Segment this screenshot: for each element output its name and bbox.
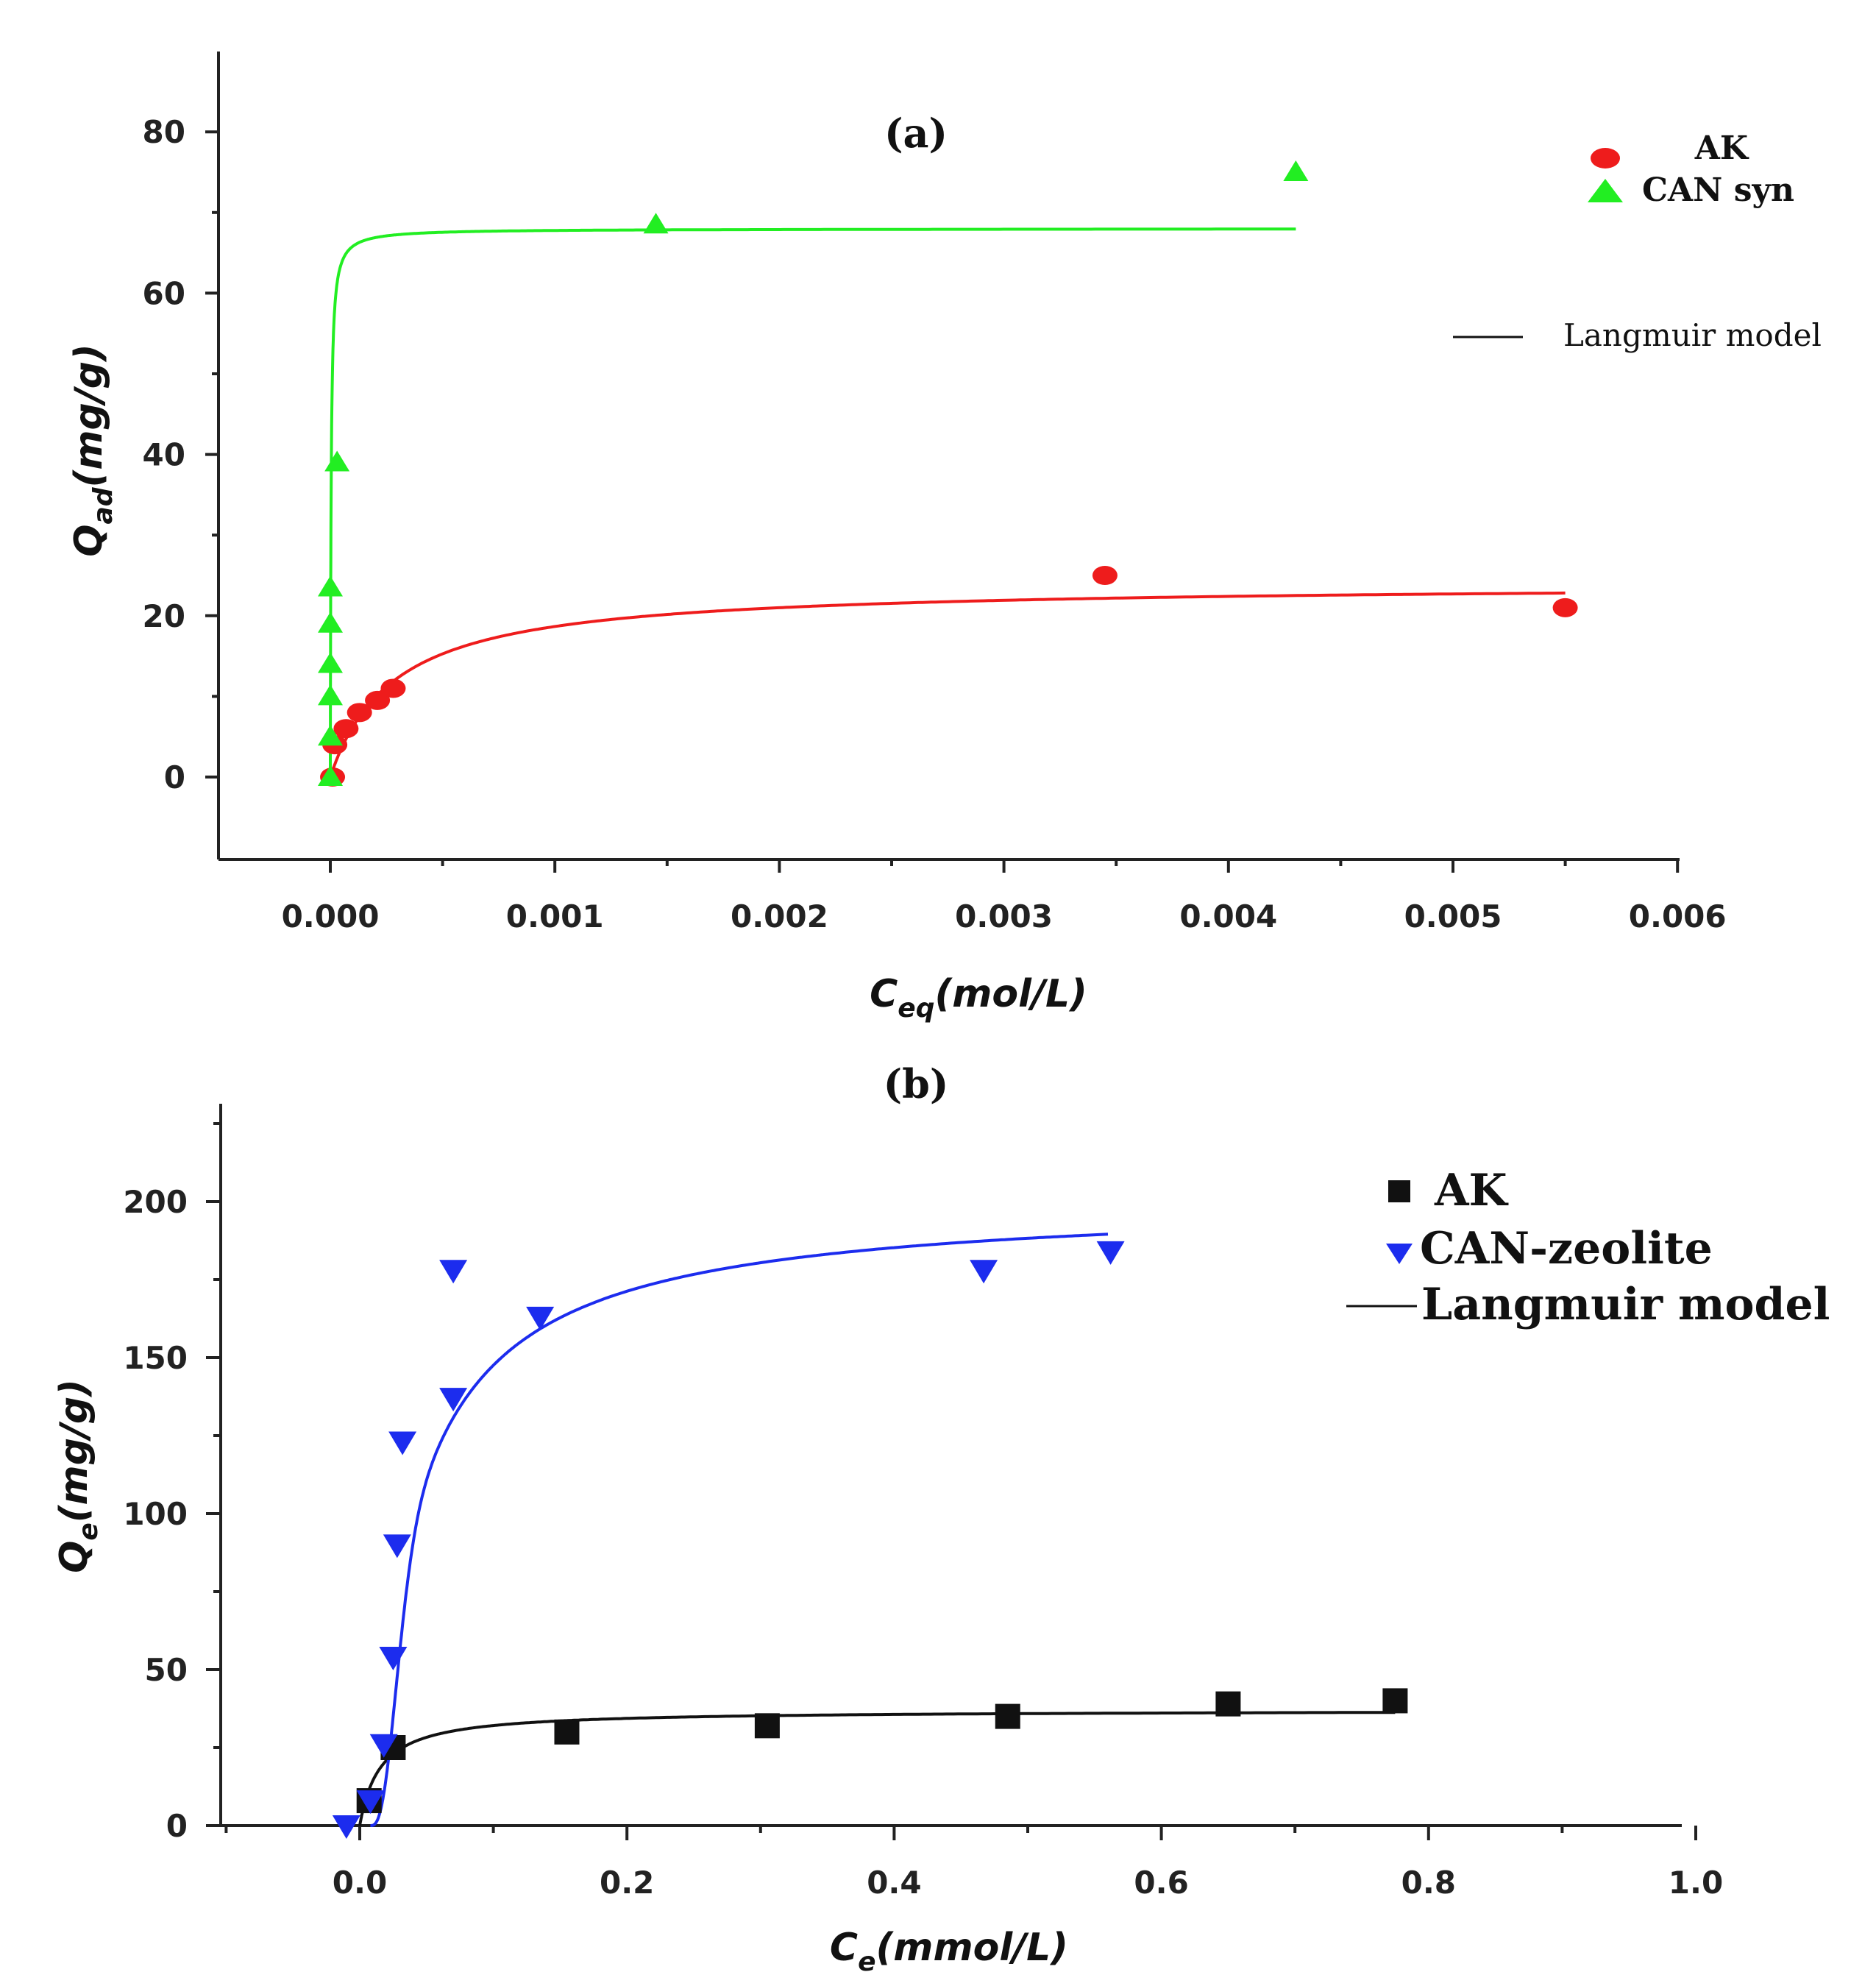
- chart-b-points: [332, 1241, 1408, 1839]
- chart-b-x-ticks: 0.0 0.2 0.4 0.6 0.8 1.0: [224, 1826, 1723, 1901]
- data-point-can-syn: [318, 652, 343, 673]
- y-tick-label: 40: [143, 437, 185, 473]
- x-tick-label: 0.004: [1179, 898, 1277, 935]
- y-tick-label: 50: [145, 1652, 188, 1688]
- chart-b-legend-can-marker: [1386, 1244, 1413, 1264]
- chart-b-y-axis-title: Qe(mg/g): [52, 1379, 104, 1573]
- data-point-can-syn: [324, 450, 350, 472]
- y-tick-label: 150: [123, 1340, 188, 1376]
- chart-a-legend-can-marker: [1588, 179, 1623, 202]
- y-tick-label: 0: [164, 759, 185, 795]
- data-point-can-syn: [318, 765, 343, 786]
- chart-a-legend: AK CAN syn Langmuir model: [1453, 130, 1822, 353]
- data-point-ak: [347, 703, 372, 723]
- data-point-ak: [554, 1719, 580, 1745]
- y-tick-label: 20: [143, 598, 185, 634]
- chart-b-legend: AK CAN-zeolite Langmuir model: [1346, 1165, 1830, 1330]
- x-tick-label: 0.000: [282, 898, 380, 935]
- chart-a-points: [318, 160, 1578, 787]
- x-tick-label: 0.2: [600, 1865, 654, 1901]
- data-point-ak: [1092, 566, 1118, 585]
- x-tick-label: 0.001: [506, 898, 604, 935]
- x-tick-label: 0.003: [955, 898, 1053, 935]
- y-tick-label: 0: [166, 1808, 188, 1844]
- data-point-ak: [333, 719, 359, 739]
- x-tick-label: 1.0: [1669, 1865, 1723, 1901]
- chart-b-legend-can-label: CAN-zeolite: [1420, 1223, 1713, 1274]
- chart-b-legend-model-label: Langmuir model: [1421, 1279, 1830, 1330]
- data-point-can-syn: [318, 575, 343, 597]
- chart-b-legend-ak-label: AK: [1434, 1165, 1509, 1216]
- data-point-can-zeolite: [1096, 1241, 1125, 1265]
- x-tick-label: 0.005: [1404, 898, 1502, 935]
- x-tick-label: 0.0: [333, 1865, 387, 1901]
- data-point-can-syn: [1283, 160, 1309, 181]
- chart-a-title: (a): [884, 110, 948, 157]
- data-point-can-zeolite: [388, 1431, 417, 1455]
- data-point-can-zeolite: [526, 1306, 555, 1330]
- chart-b-title: (b): [884, 1060, 949, 1107]
- chart-b: 0 50 100 150 200 0.0 0.2 0.4 0.6 0.8 1.0 Ce(mmol/…: [52, 1104, 1830, 1977]
- x-tick-label: 0.4: [867, 1865, 921, 1901]
- x-tick-label: 0.6: [1134, 1865, 1188, 1901]
- fit-curve-can-syn: [329, 227, 1296, 777]
- chart-b-axes: [219, 1104, 1682, 1827]
- chart-a-legend-can-label: CAN syn: [1642, 171, 1794, 209]
- chart-a-y-axis-title: Qad(mg/g): [67, 344, 118, 556]
- data-point-ak: [995, 1703, 1020, 1729]
- y-tick-label: 200: [123, 1184, 188, 1220]
- y-tick-label: 100: [123, 1496, 188, 1532]
- data-point-can-syn: [318, 725, 343, 746]
- fit-curve-can-zeolite: [370, 1233, 1109, 1827]
- chart-a-legend-model-label: Langmuir model: [1563, 317, 1822, 353]
- data-point-can-zeolite: [356, 1790, 385, 1815]
- y-tick-label: 80: [143, 114, 185, 150]
- data-point-can-zeolite: [383, 1534, 411, 1558]
- chart-a-x-ticks: 0.000 0.001 0.002 0.003 0.004 0.005 0.006: [282, 859, 1727, 935]
- x-tick-label: 0.002: [731, 898, 828, 935]
- chart-b-y-ticks: 0 50 100 150 200: [123, 1122, 221, 1844]
- data-point-can-zeolite: [369, 1734, 398, 1758]
- chart-a: 0 20 40 60 80 0.000 0.001 0.002 0.003 0.004 0.005…: [67, 52, 1822, 1024]
- chart-a-legend-ak-label: AK: [1694, 130, 1749, 167]
- data-point-can-syn: [318, 684, 343, 706]
- chart-a-legend-ak-marker: [1591, 148, 1620, 169]
- data-point-can-zeolite: [379, 1647, 408, 1671]
- chart-a-y-ticks: 0 20 40 60 80: [143, 114, 218, 795]
- data-point-ak: [365, 690, 391, 710]
- x-tick-label: 0.006: [1629, 898, 1727, 935]
- x-tick-label: 0.8: [1401, 1865, 1456, 1901]
- data-point-ak: [380, 678, 406, 698]
- data-point-can-syn: [318, 611, 343, 633]
- data-point-can-zeolite: [439, 1388, 468, 1412]
- chart-a-x-axis-title: Ceq(mol/L): [870, 972, 1087, 1024]
- data-point-can-zeolite: [439, 1260, 468, 1284]
- data-point-can-zeolite: [332, 1815, 360, 1839]
- y-tick-label: 60: [143, 275, 185, 311]
- data-point-ak: [1215, 1691, 1241, 1717]
- chart-b-legend-ak-marker: [1388, 1180, 1410, 1202]
- data-point-can-syn: [643, 213, 669, 234]
- data-point-ak: [1552, 597, 1578, 617]
- data-point-ak: [754, 1713, 780, 1739]
- data-point-ak: [1382, 1688, 1408, 1714]
- chart-b-x-axis-title: Ce(mmol/L): [830, 1926, 1068, 1977]
- data-point-can-zeolite: [970, 1260, 998, 1284]
